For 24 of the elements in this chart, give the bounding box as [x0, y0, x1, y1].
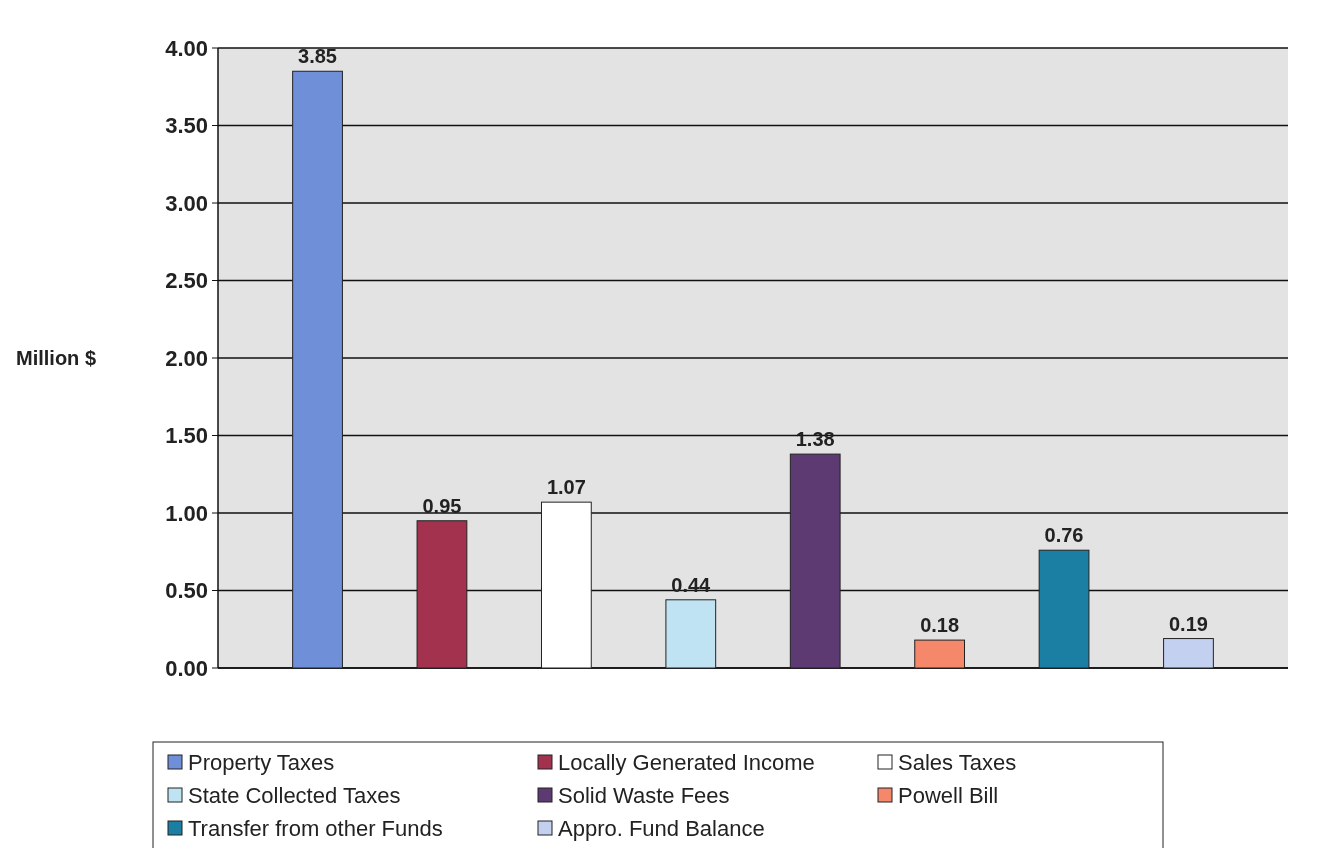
data-label: 0.76: [1044, 524, 1084, 547]
y-tick-label: 1.00: [165, 500, 208, 526]
legend-label: State Collected Taxes: [188, 782, 401, 808]
legend-label: Appro. Fund Balance: [558, 815, 765, 841]
legend-label: Transfer from other Funds: [188, 815, 443, 841]
y-tick-label: 2.50: [165, 268, 208, 294]
y-tick-label: 4.00: [165, 35, 208, 61]
y-axis-title: Million $: [16, 347, 96, 369]
legend-label: Sales Taxes: [898, 749, 1017, 775]
legend-label: Locally Generated Income: [558, 749, 815, 775]
data-label: 1.07: [546, 476, 586, 499]
data-label: 3.85: [298, 45, 337, 68]
y-tick-label: 3.00: [165, 190, 208, 216]
legend-label: Powell Bill: [898, 782, 999, 808]
y-tick-label: 1.50: [165, 423, 208, 449]
data-label: 0.95: [422, 494, 462, 517]
y-tick-label: 3.50: [165, 113, 208, 139]
y-tick-label: 0.00: [165, 655, 208, 681]
legend-label: Property Taxes: [188, 749, 335, 775]
y-tick-label: 0.50: [165, 578, 208, 604]
data-label: 0.18: [920, 614, 960, 637]
data-label: 0.19: [1169, 612, 1208, 635]
y-tick-label: 2.00: [165, 345, 208, 371]
legend-label: Solid Waste Fees: [558, 782, 730, 808]
